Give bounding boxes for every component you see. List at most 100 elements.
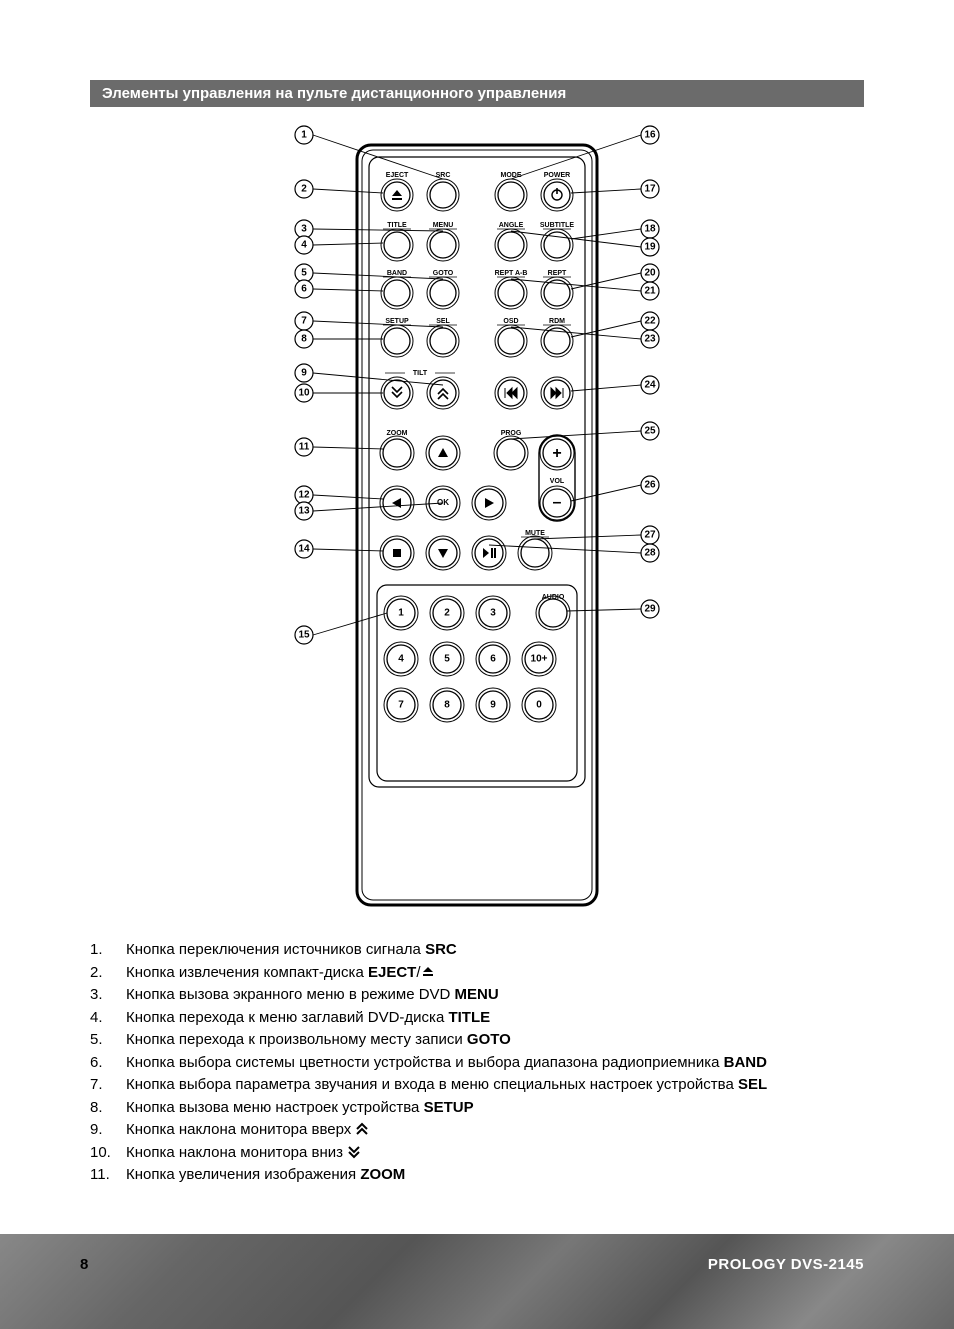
- svg-text:7: 7: [301, 316, 307, 327]
- feature-list-item: 4.Кнопка перехода к меню заглавий DVD-ди…: [90, 1007, 864, 1030]
- svg-text:9: 9: [490, 700, 496, 711]
- svg-text:22: 22: [644, 316, 656, 327]
- feature-list-item: 1.Кнопка переключения источников сигнала…: [90, 939, 864, 962]
- svg-text:8: 8: [444, 700, 450, 711]
- svg-text:POWER: POWER: [544, 172, 570, 179]
- svg-text:16: 16: [644, 130, 656, 141]
- svg-text:TITLE: TITLE: [387, 222, 407, 229]
- svg-text:18: 18: [644, 224, 656, 235]
- svg-text:ANGLE: ANGLE: [499, 222, 524, 229]
- svg-text:3: 3: [301, 224, 307, 235]
- svg-text:4: 4: [398, 654, 404, 665]
- svg-text:20: 20: [644, 268, 656, 279]
- svg-text:SEL: SEL: [436, 318, 450, 325]
- feature-list-item: 11.Кнопка увеличения изображения ZOOM: [90, 1164, 864, 1187]
- svg-text:1: 1: [398, 608, 404, 619]
- svg-text:19: 19: [644, 242, 656, 253]
- svg-text:9: 9: [301, 368, 307, 379]
- svg-text:6: 6: [490, 654, 496, 665]
- svg-text:SUBTITLE: SUBTITLE: [540, 222, 575, 229]
- svg-text:SRC: SRC: [436, 172, 451, 179]
- svg-text:EJECT: EJECT: [386, 172, 409, 179]
- svg-text:2: 2: [301, 184, 307, 195]
- page-number: 8: [80, 1256, 88, 1273]
- svg-text:28: 28: [644, 548, 656, 559]
- svg-text:15: 15: [298, 630, 310, 641]
- svg-text:29: 29: [644, 604, 656, 615]
- list-item-text: Кнопка извлечения компакт-диска EJECT/: [126, 962, 864, 985]
- svg-text:23: 23: [644, 334, 656, 345]
- list-item-text: Кнопка выбора параметра звучания и входа…: [126, 1074, 864, 1097]
- svg-text:RDM: RDM: [549, 318, 565, 325]
- manual-page: Элементы управления на пульте дистанцион…: [0, 0, 954, 1329]
- list-item-text: Кнопка перехода к произвольному месту за…: [126, 1029, 864, 1052]
- feature-list-item: 3.Кнопка вызова экранного меню в режиме …: [90, 984, 864, 1007]
- svg-text:13: 13: [298, 506, 310, 517]
- svg-text:2: 2: [444, 608, 450, 619]
- list-item-text: Кнопка вызова меню настроек устройства S…: [126, 1097, 864, 1120]
- svg-text:TILT: TILT: [413, 370, 428, 377]
- remote-diagram-container: EJECT SRC MODE POWER TITLE MENU ANGLE SUBTITLE B…: [90, 115, 864, 915]
- svg-text:MODE: MODE: [501, 172, 522, 179]
- list-item-number: 8.: [90, 1097, 126, 1120]
- list-item-number: 2.: [90, 962, 126, 985]
- svg-text:4: 4: [301, 240, 307, 251]
- svg-text:3: 3: [490, 608, 496, 619]
- list-item-number: 6.: [90, 1052, 126, 1075]
- list-item-text: Кнопка вызова экранного меню в режиме DV…: [126, 984, 864, 1007]
- feature-list-item: 5.Кнопка перехода к произвольному месту …: [90, 1029, 864, 1052]
- list-item-number: 4.: [90, 1007, 126, 1030]
- list-item-text: Кнопка переключения источников сигнала S…: [126, 939, 864, 962]
- list-item-text: Кнопка перехода к меню заглавий DVD-диск…: [126, 1007, 864, 1030]
- svg-text:0: 0: [536, 700, 542, 711]
- list-item-number: 7.: [90, 1074, 126, 1097]
- list-item-text: Кнопка выбора системы цветности устройст…: [126, 1052, 864, 1075]
- list-item-number: 3.: [90, 984, 126, 1007]
- svg-text:–: –: [553, 494, 562, 511]
- list-item-number: 1.: [90, 939, 126, 962]
- svg-text:10: 10: [298, 388, 310, 399]
- svg-text:SETUP: SETUP: [385, 318, 409, 325]
- svg-text:14: 14: [298, 544, 310, 555]
- list-item-number: 5.: [90, 1029, 126, 1052]
- svg-text:MENU: MENU: [433, 222, 454, 229]
- svg-text:1: 1: [301, 130, 307, 141]
- svg-text:OK: OK: [437, 498, 449, 507]
- list-item-number: 11.: [90, 1164, 126, 1187]
- feature-list: 1.Кнопка переключения источников сигнала…: [90, 939, 864, 1187]
- svg-text:BAND: BAND: [387, 270, 407, 277]
- svg-text:27: 27: [644, 530, 656, 541]
- list-item-number: 10.: [90, 1142, 126, 1165]
- svg-text:17: 17: [644, 184, 656, 195]
- svg-text:25: 25: [644, 426, 656, 437]
- svg-text:6: 6: [301, 284, 307, 295]
- svg-text:11: 11: [299, 442, 310, 453]
- model-name: PROLOGY DVS-2145: [708, 1256, 864, 1273]
- svg-text:21: 21: [644, 286, 656, 297]
- svg-text:7: 7: [398, 700, 404, 711]
- page-footer: 8 PROLOGY DVS-2145: [0, 1234, 954, 1329]
- svg-text:26: 26: [644, 480, 656, 491]
- svg-text:10+: 10+: [531, 654, 548, 665]
- feature-list-item: 6.Кнопка выбора системы цветности устрой…: [90, 1052, 864, 1075]
- svg-text:5: 5: [444, 654, 450, 665]
- feature-list-item: 2.Кнопка извлечения компакт-диска EJECT/: [90, 962, 864, 985]
- svg-text:+: +: [552, 445, 561, 462]
- svg-text:GOTO: GOTO: [433, 270, 454, 277]
- svg-text:OSD: OSD: [503, 318, 518, 325]
- feature-list-item: 8.Кнопка вызова меню настроек устройства…: [90, 1097, 864, 1120]
- list-item-number: 9.: [90, 1119, 126, 1142]
- feature-list-item: 10.Кнопка наклона монитора вниз: [90, 1142, 864, 1165]
- section-title-bar: Элементы управления на пульте дистанцион…: [90, 80, 864, 107]
- svg-text:VOL: VOL: [550, 478, 565, 485]
- svg-text:8: 8: [301, 334, 307, 345]
- list-item-text: Кнопка увеличения изображения ZOOM: [126, 1164, 864, 1187]
- svg-text:5: 5: [301, 268, 307, 279]
- list-item-text: Кнопка наклона монитора вверх: [126, 1119, 864, 1142]
- svg-text:REPT A-B: REPT A-B: [495, 270, 528, 277]
- remote-diagram: EJECT SRC MODE POWER TITLE MENU ANGLE SUBTITLE B…: [277, 115, 677, 915]
- feature-list-item: 9.Кнопка наклона монитора вверх: [90, 1119, 864, 1142]
- svg-text:REPT: REPT: [548, 270, 567, 277]
- list-item-text: Кнопка наклона монитора вниз: [126, 1142, 864, 1165]
- feature-list-item: 7.Кнопка выбора параметра звучания и вхо…: [90, 1074, 864, 1097]
